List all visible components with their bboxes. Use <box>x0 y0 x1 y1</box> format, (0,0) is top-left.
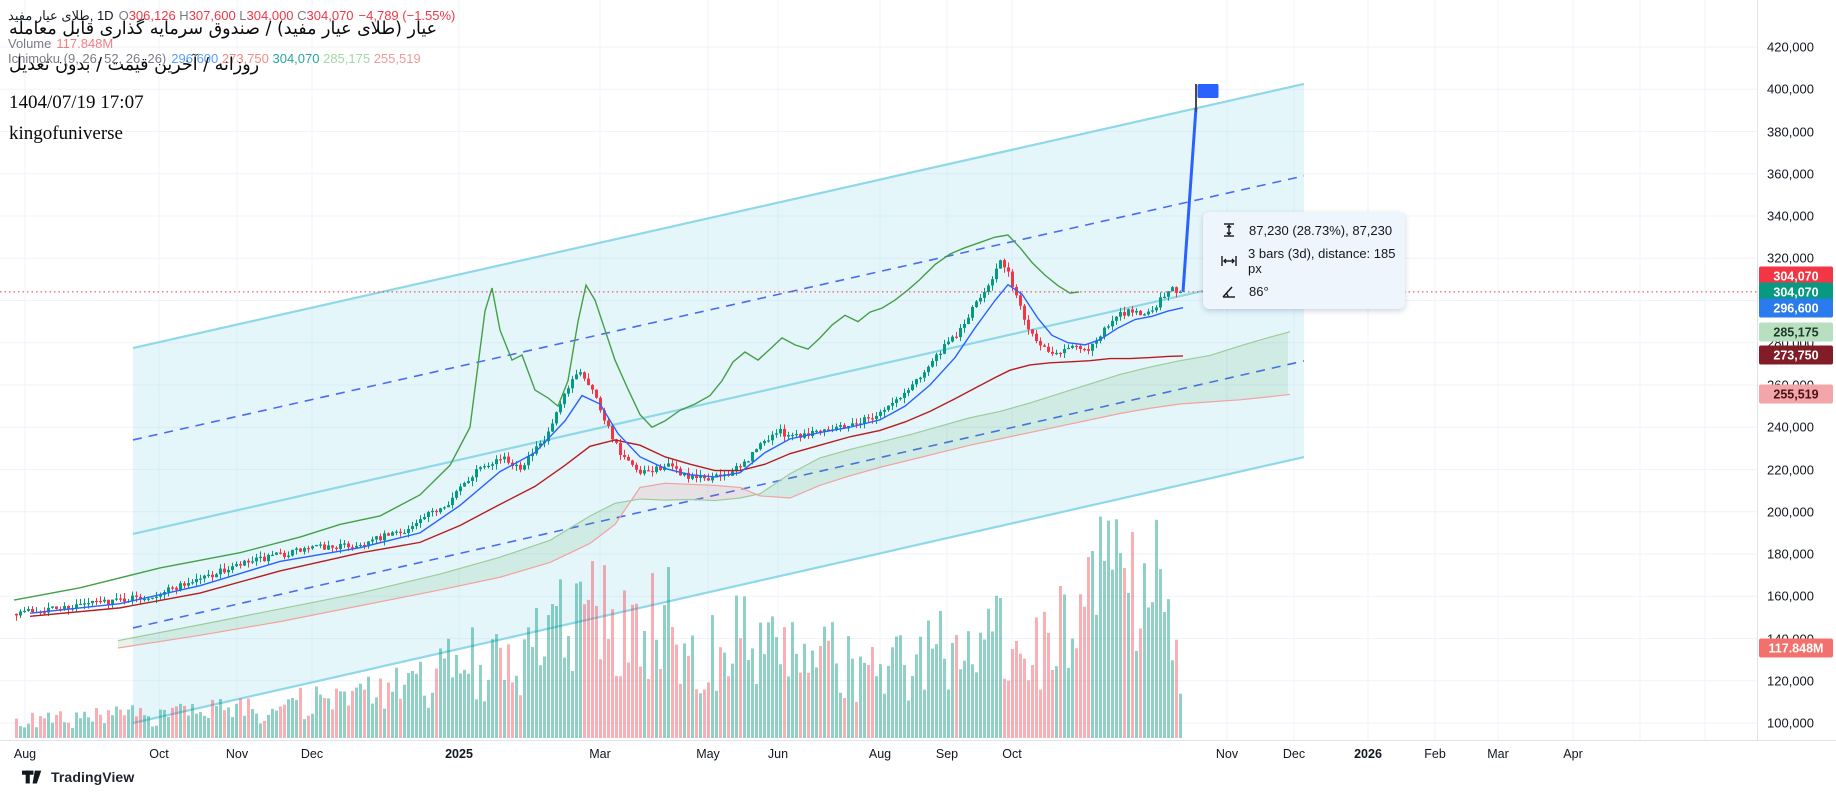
tooltip-text: 86° <box>1249 284 1269 299</box>
tradingview-logo-icon <box>22 770 42 783</box>
price-tick-label: 380,000 <box>1767 124 1814 139</box>
volume-label: Volume <box>8 36 52 51</box>
tooltip-row: 87,230 (28.73%), 87,230 <box>1203 222 1405 238</box>
ichimoku-label: Ichimoku (9, 26, 52, 26, 26) <box>8 51 167 66</box>
ichimoku-values: 296,600 273,750 304,070 285,175 255,519 <box>171 51 420 66</box>
tooltip-row: 3 bars (3d), distance: 185 px <box>1203 246 1405 276</box>
tooltip-text: 3 bars (3d), distance: 185 px <box>1248 246 1396 276</box>
time-tick-label: Mar <box>589 747 611 761</box>
price-axis[interactable]: 420,000 400,000 380,000 360,000 340,000 320,0… <box>1757 0 1836 765</box>
time-tick-label: Dec <box>1282 747 1306 761</box>
tooltip-row: 86° <box>1203 284 1405 299</box>
annotation-subtitle[interactable]: روزانه / آخرین قیمت / بدون تعدیل <box>9 55 260 75</box>
legend-ichimoku-row[interactable]: Ichimoku (9, 26, 52, 26, 26) 296,600 273… <box>8 51 421 66</box>
time-tick-label: 2026 <box>1354 747 1382 761</box>
ohlc-field-value: 307,600 <box>188 8 240 23</box>
measure-bars-icon <box>1219 254 1238 268</box>
time-tick-label: Dec <box>300 747 324 761</box>
time-tick-label: Apr <box>1563 747 1583 761</box>
ohlc-field-key: H <box>179 8 189 23</box>
price-label-badge: 296,600 <box>1759 298 1833 318</box>
trend-ray-drawing[interactable] <box>1181 84 1219 293</box>
ichimoku-value: 273,750 <box>221 51 273 66</box>
time-tick-label: Mar <box>1487 747 1509 761</box>
price-tick-label: 400,000 <box>1767 81 1814 97</box>
ichimoku-value: 285,175 <box>323 51 374 66</box>
tradingview-logo-text: TradingView <box>51 769 135 785</box>
price-change: −4,789 (−1.55%) <box>358 8 456 23</box>
time-tick-label: Feb <box>1424 747 1446 761</box>
time-tick-label: 2025 <box>445 747 473 761</box>
price-label-badge: 285,175 <box>1759 322 1833 342</box>
price-tick-label: 320,000 <box>1767 250 1814 266</box>
time-tick-label: Nov <box>225 747 249 761</box>
time-tick-label: Oct <box>1002 747 1022 761</box>
ohlc-field-value: 304,070 <box>306 8 354 23</box>
annotation-watermark[interactable]: kingofuniverse <box>9 123 123 144</box>
price-tick-label: 200,000 <box>1767 504 1814 520</box>
ichimoku-value: 255,519 <box>373 51 421 66</box>
measurement-tooltip: 87,230 (28.73%), 87,230 3 bars (3d), dist… <box>1203 212 1405 309</box>
price-label-badge: 255,519 <box>1759 384 1833 404</box>
time-tick-label: May <box>696 747 720 761</box>
ohlc-field-value: 304,000 <box>246 8 298 23</box>
time-tick-label: Aug <box>13 747 37 761</box>
time-tick-label: Sep <box>935 747 959 761</box>
volume-value: 117.848M <box>56 36 114 51</box>
ohlc-field-key: O <box>118 8 129 23</box>
price-tick-label: 180,000 <box>1767 546 1814 562</box>
angle-icon <box>1219 285 1239 299</box>
price-tick-label: 120,000 <box>1767 673 1814 689</box>
time-tick-label: Oct <box>149 747 169 761</box>
tooltip-text: 87,230 (28.73%), 87,230 <box>1249 222 1393 238</box>
price-label-badge: 304,070 <box>1759 266 1833 286</box>
price-tick-label: 240,000 <box>1767 419 1814 435</box>
ichimoku-value: 296,600 <box>171 51 222 66</box>
price-tick-label: 420,000 <box>1767 39 1814 55</box>
price-label-badge: 117.848M <box>1759 638 1833 658</box>
time-tick-label: Nov <box>1215 747 1239 761</box>
price-label-badge: 304,070 <box>1759 282 1833 302</box>
ohlc-field-key: L <box>239 8 247 23</box>
price-tick-label: 100,000 <box>1767 715 1814 731</box>
symbol-title: طلای عیار مفید, 1D <box>8 8 114 23</box>
annotation-title[interactable]: عیار (طلای عیار مفید) / صندوق سرمایه گذا… <box>9 19 438 39</box>
ohlc-field-key: C <box>297 8 307 23</box>
price-tick-label: 220,000 <box>1767 462 1814 477</box>
time-axis[interactable]: Aug Oct Nov Dec 2025 Mar May Jun Aug Sep Oct Nov Dec… <box>0 740 1836 767</box>
flag-marker-icon <box>1197 84 1219 98</box>
ohlc-field-value: 306,126 <box>128 8 180 23</box>
legend-volume-row[interactable]: Volume 117.848M <box>8 36 113 51</box>
price-tick-label: 340,000 <box>1767 208 1814 224</box>
annotation-timestamp[interactable]: 1404/07/19 17:07 <box>9 92 144 113</box>
ichimoku-value: 304,070 <box>272 51 324 66</box>
price-tick-label: 160,000 <box>1767 588 1814 604</box>
tradingview-logo[interactable]: TradingView <box>22 769 134 785</box>
ohlc-values: O306,126 H307,600 L304,000 C304,070 <box>119 8 354 23</box>
time-tick-label: Aug <box>868 747 892 761</box>
price-label-badge: 273,750 <box>1759 345 1833 365</box>
price-tick-label: 360,000 <box>1767 166 1814 182</box>
time-tick-label: Jun <box>767 747 789 761</box>
legend-symbol-row[interactable]: طلای عیار مفید, 1D O306,126 H307,600 L30… <box>8 8 455 24</box>
measure-vertical-icon <box>1219 222 1239 238</box>
